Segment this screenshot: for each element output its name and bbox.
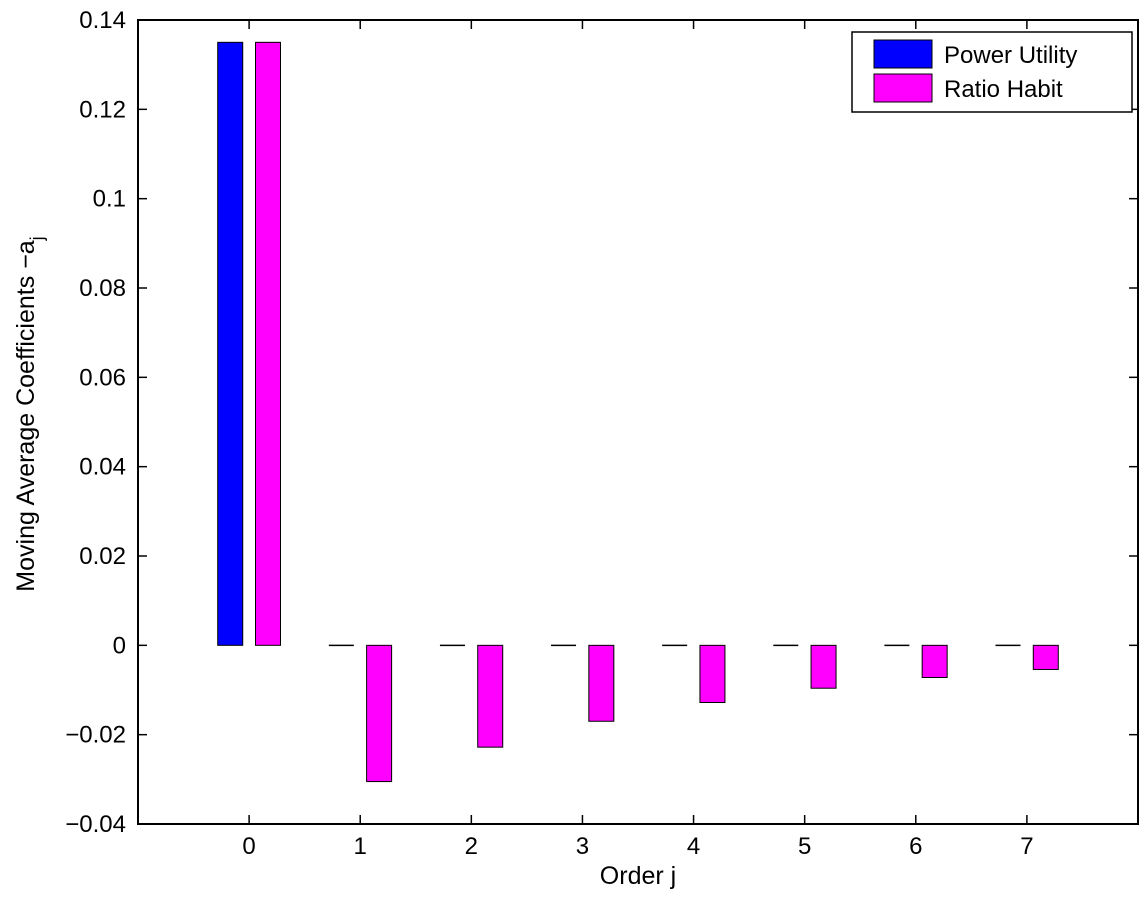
y-tick-labels: −0.04 −0.02 0 0.02 0.04 0.06 0.08 0.1 0.12 0.14 [65, 7, 126, 838]
axis-ticks [138, 19, 1138, 825]
x-tick-label: 5 [798, 833, 811, 860]
legend-label-ratio-habit: Ratio Habit [944, 76, 1063, 103]
legend-swatch-ratio-habit [873, 73, 933, 103]
x-axis-title: Order j [600, 862, 676, 890]
bar-ratio-habit-2 [477, 644, 504, 748]
bar-ratio-habit-1 [366, 644, 393, 783]
y-tick-label: 0.12 [79, 96, 126, 123]
y-tick-label: 0.1 [93, 186, 126, 213]
x-tick-label: 7 [1020, 833, 1033, 860]
svg-text:Moving Average Coefficients −a: Moving Average Coefficients −aj [12, 236, 47, 591]
x-tick-label: 1 [354, 833, 367, 860]
bar-ratio-habit-4 [699, 644, 726, 704]
y-tick-label: 0.06 [79, 364, 126, 391]
plot-area-frame [137, 19, 1139, 825]
y-axis-title: Moving Average Coefficients −aj [12, 236, 47, 591]
y-tick-label: 0.04 [79, 454, 126, 481]
legend-label-power-utility: Power Utility [944, 42, 1077, 69]
bar-ratio-habit-7 [1032, 644, 1059, 670]
y-tick-label: −0.02 [65, 722, 126, 749]
x-tick-label: 0 [242, 833, 255, 860]
bar-ratio-habit-6 [921, 644, 948, 678]
x-tick-label: 2 [465, 833, 478, 860]
y-axis-title-main: Moving Average Coefficients −a [12, 240, 40, 591]
x-tick-label: 6 [909, 833, 922, 860]
legend-swatch-power-utility [873, 39, 933, 69]
x-tick-label: 4 [687, 833, 700, 860]
y-tick-label: 0.02 [79, 543, 126, 570]
legend: Power Utility Ratio Habit [851, 31, 1133, 113]
bar-ratio-habit-5 [810, 644, 837, 689]
y-tick-label: −0.04 [65, 811, 126, 838]
bars-group [217, 41, 1059, 783]
bar-ratio-habit-0 [255, 41, 281, 646]
y-tick-label: 0 [113, 632, 126, 659]
bar-ratio-habit-3 [588, 644, 615, 722]
y-tick-label: 0.14 [79, 7, 126, 34]
y-tick-label: 0.08 [79, 275, 126, 302]
y-axis-title-subscript: j [27, 236, 47, 241]
x-tick-label: 3 [576, 833, 589, 860]
bar-power-utility-0 [217, 41, 244, 646]
x-tick-labels: 0 1 2 3 4 5 6 7 [242, 833, 1033, 860]
